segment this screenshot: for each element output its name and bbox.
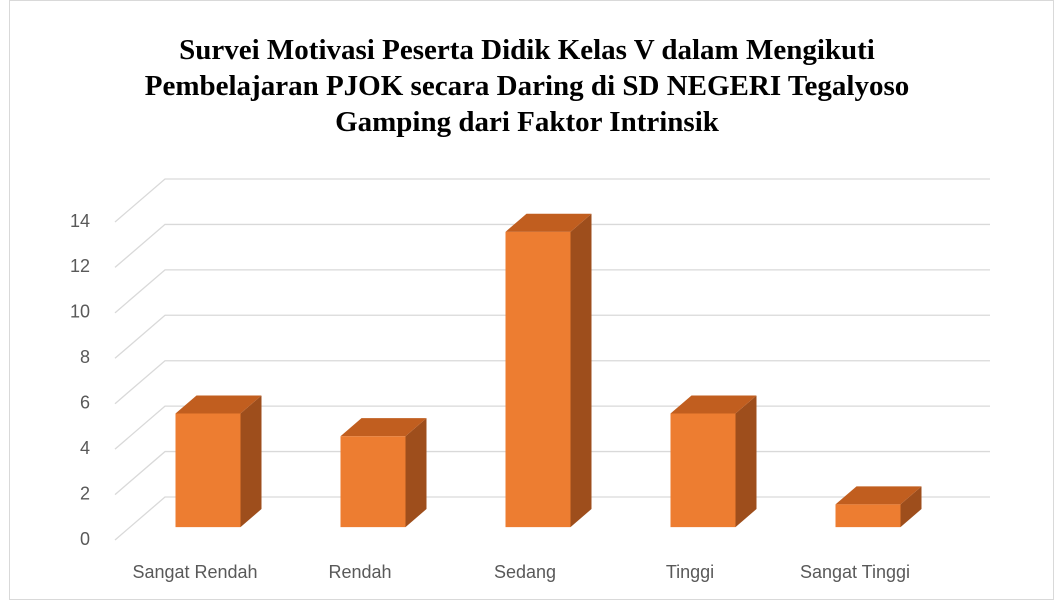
grid-line (114, 360, 990, 405)
y-tick-label: 6 (80, 392, 90, 412)
chart-border (9, 0, 1054, 600)
bar-side (735, 395, 757, 528)
bar-front (670, 413, 736, 528)
bar-side (570, 213, 592, 528)
bar (505, 213, 592, 528)
x-tick-label: Sedang (494, 562, 556, 582)
bar-side (240, 395, 262, 528)
x-tick-label: Tinggi (666, 562, 714, 582)
y-tick-label: 8 (80, 347, 90, 367)
bar-side (900, 486, 922, 528)
y-tick-label: 2 (80, 483, 90, 503)
bar-top (175, 395, 262, 414)
bar (175, 395, 262, 528)
bar-front (505, 231, 571, 528)
grid-line (114, 178, 990, 223)
bar-side (405, 418, 427, 528)
chart-title: Survei Motivasi Peserta Didik Kelas V da… (144, 34, 910, 138)
bar-top (670, 395, 757, 414)
bar-top (505, 213, 592, 232)
bar (835, 486, 922, 528)
grid-line (114, 314, 990, 359)
y-tick-label: 14 (70, 211, 90, 231)
y-tick-label: 10 (70, 302, 90, 322)
x-tick-label: Sangat Tinggi (800, 562, 910, 582)
bar-top (340, 418, 427, 437)
y-tick-label: 4 (80, 438, 90, 458)
x-tick-label: Sangat Rendah (132, 562, 257, 582)
grid-line (114, 223, 990, 268)
grid-line (114, 269, 990, 314)
bar-front (175, 413, 241, 528)
y-tick-label: 0 (80, 529, 90, 549)
bar (340, 418, 427, 528)
y-tick-label: 12 (70, 256, 90, 276)
bar-front (835, 504, 901, 528)
bar-top (835, 486, 922, 505)
x-tick-label: Rendah (328, 562, 391, 582)
bar-front (340, 436, 406, 528)
bar (670, 395, 757, 528)
